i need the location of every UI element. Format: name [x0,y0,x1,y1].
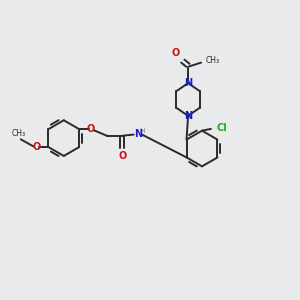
Text: O: O [86,124,95,134]
Text: O: O [171,49,179,58]
Text: O: O [118,151,127,161]
Text: N: N [184,78,192,88]
Text: Cl: Cl [216,123,227,133]
Text: N: N [134,129,142,139]
Text: H: H [139,128,145,134]
Text: CH₃: CH₃ [12,129,26,138]
Text: O: O [33,142,41,152]
Text: N: N [184,111,192,121]
Text: CH₃: CH₃ [206,56,220,65]
